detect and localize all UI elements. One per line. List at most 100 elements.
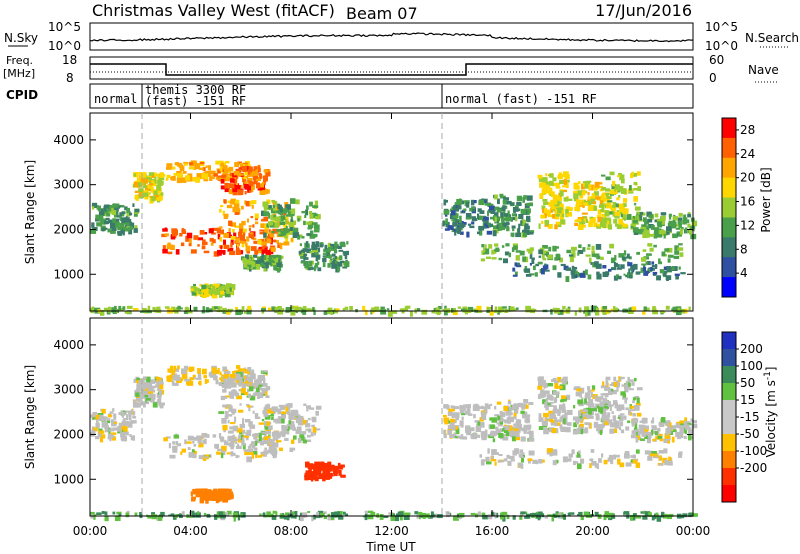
echo-cell [171,380,175,386]
echo-cell [221,494,226,499]
echo-cell [227,491,231,498]
echo-cell [196,491,201,497]
echo-cell [578,511,583,516]
echo-cell [164,233,169,237]
echo-cell [117,231,121,235]
time-x-axis: 00:00 04:00 08:00 12:00 16:00 20:00 00:00 [73,113,710,538]
echo-cell [250,166,253,171]
echo-cell [342,511,346,515]
echo-cell [284,437,289,441]
echo-cell [673,255,680,259]
echo-cell [459,220,462,224]
echo-cell [283,224,288,230]
echo-cell [564,174,570,179]
echo-cell [549,418,554,423]
echo-cell [658,421,665,426]
echo-cell [264,421,269,426]
echo-cell [288,412,292,417]
echo-cell [561,381,567,384]
echo-cell [652,438,656,442]
echo-cell [222,424,228,431]
echo-cell [158,192,164,197]
echo-cell [574,222,579,226]
echo-cell [203,167,206,172]
echo-cell [270,439,273,445]
echo-cell [91,306,95,312]
echo-cell [310,230,314,234]
echo-cell [658,455,662,461]
echo-cell [678,452,683,458]
echo-cell [399,514,403,521]
freq-left-top: 18 [62,53,77,67]
echo-cell [605,176,611,181]
echo-cell [494,216,497,223]
echo-cell [258,384,263,387]
echo-cell [337,246,342,249]
echo-cell [666,232,670,235]
echo-cell [290,424,296,430]
echo-cell [272,442,279,448]
echo-cell [257,375,264,382]
echo-cell [631,381,635,386]
echo-cell [126,207,130,213]
echo-cell [247,264,252,268]
echo-cell [410,310,413,317]
echo-cell [244,200,247,205]
echo-cell [465,425,471,432]
echo-cell [134,225,138,230]
echo-cell [95,414,100,420]
echo-cell [515,250,521,253]
echo-cell [101,434,106,439]
echo-cell [603,514,607,521]
echo-cell [279,447,283,452]
echo-cell [632,220,638,224]
echo-cell [226,378,231,384]
echo-cell [266,223,270,228]
echo-cell [299,434,304,438]
echo-cell [460,413,465,416]
echo-cell [263,232,267,238]
echo-cell [327,515,331,521]
echo-cell [313,469,319,472]
echo-cell [566,249,572,254]
echo-cell [140,390,145,395]
echo-cell [634,202,637,206]
echo-cell [260,223,265,228]
echo-cell [455,428,460,435]
echo-cell [333,246,340,249]
echo-cell [531,512,537,516]
echo-cell [600,412,603,415]
echo-cell [311,253,318,258]
echo-cell [330,515,335,521]
echo-cell [206,513,211,517]
echo-cell [143,390,148,395]
echo-cell [479,210,485,214]
echo-cell [525,305,531,312]
echo-cell [132,411,136,415]
echo-cell [684,421,689,425]
echo-cell [188,242,192,247]
echo-cell [256,378,261,382]
echo-cell [564,412,569,416]
echo-cell [143,382,147,386]
echo-cell [497,415,501,420]
echo-cell [490,455,494,460]
echo-cell [504,205,508,209]
echo-cell [114,515,121,521]
echo-cell [588,425,591,428]
echo-cell [346,241,349,245]
echo-cell [443,209,450,215]
echo-cell [203,490,209,496]
echo-cell [502,428,507,432]
echo-cell [579,193,584,199]
echo-cell [204,493,207,499]
echo-cell [498,306,503,312]
echo-cell [257,455,263,458]
echo-cell [305,439,312,442]
echo-cell [171,306,176,313]
echo-cell [484,429,488,436]
echo-cell [242,446,246,450]
echo-region [220,369,271,401]
echo-cell [204,232,208,235]
echo-cell [292,511,296,515]
